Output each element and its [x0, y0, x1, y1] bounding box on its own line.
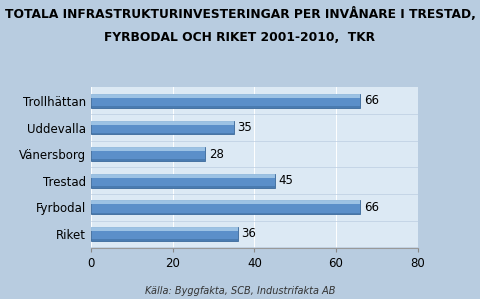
Bar — [91, 186, 275, 188]
Bar — [91, 147, 205, 151]
Bar — [91, 133, 234, 135]
Text: 36: 36 — [241, 228, 256, 240]
Text: TOTALA INFRASTRUKTURINVESTERINGAR PER INVÅNARE I TRESTAD,: TOTALA INFRASTRUKTURINVESTERINGAR PER IN… — [5, 7, 475, 22]
Text: FYRBODAL OCH RIKET 2001-2010,  TKR: FYRBODAL OCH RIKET 2001-2010, TKR — [105, 31, 375, 44]
Text: 45: 45 — [278, 174, 293, 187]
Bar — [91, 174, 275, 188]
Bar — [91, 120, 234, 124]
Bar — [91, 200, 360, 214]
Text: 28: 28 — [209, 148, 224, 161]
Bar — [91, 106, 360, 108]
Bar — [91, 200, 360, 204]
Bar — [91, 94, 360, 98]
Bar — [91, 147, 205, 161]
Bar — [91, 174, 275, 178]
Bar — [91, 227, 238, 231]
Bar — [91, 239, 238, 241]
Text: 35: 35 — [237, 121, 252, 134]
Text: Källa: Byggfakta, SCB, Industrifakta AB: Källa: Byggfakta, SCB, Industrifakta AB — [145, 286, 335, 296]
Text: 66: 66 — [364, 201, 379, 214]
Bar — [91, 159, 205, 161]
Bar — [91, 227, 238, 241]
Bar — [91, 120, 234, 135]
Bar — [91, 213, 360, 214]
Bar — [91, 94, 360, 108]
Text: 66: 66 — [364, 94, 379, 107]
